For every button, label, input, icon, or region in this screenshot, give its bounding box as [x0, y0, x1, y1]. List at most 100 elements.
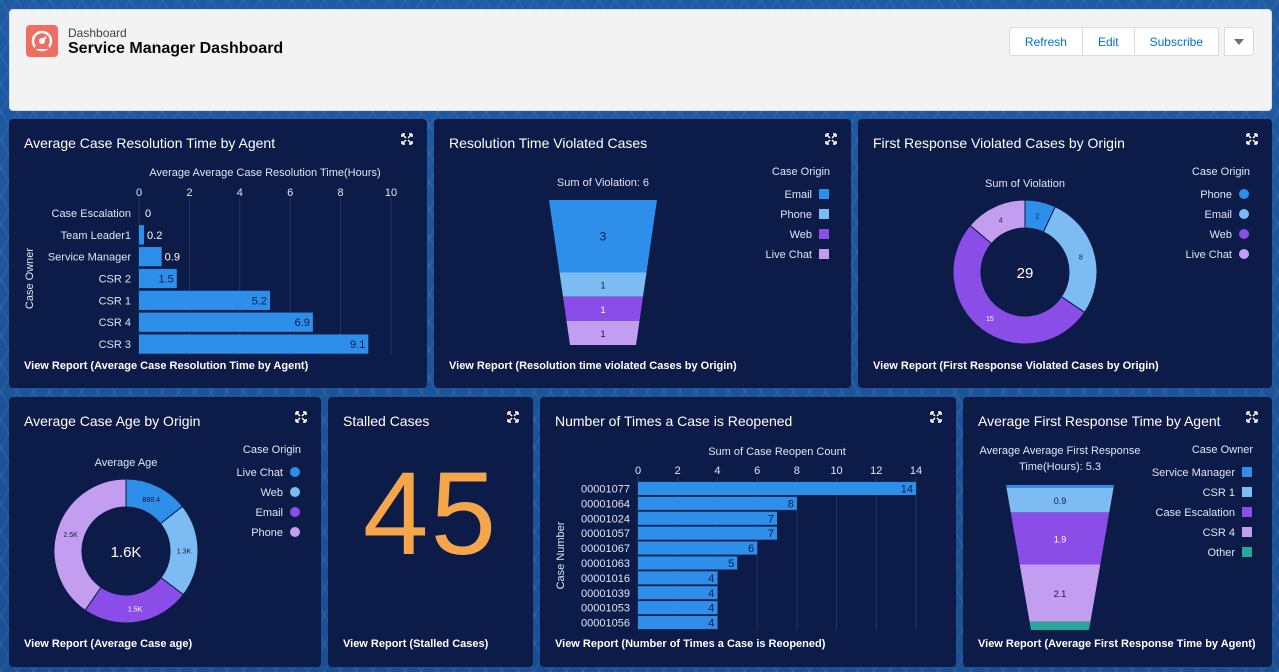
card-first-response-time: Average First Response Time by Agent Ave… [963, 397, 1272, 667]
card-title: Average Case Age by Origin [24, 413, 201, 429]
bar [638, 481, 916, 496]
expand-icon[interactable] [930, 411, 942, 423]
funnel-segment [1006, 485, 1114, 488]
legend-swatch [819, 189, 829, 199]
funnel-segment [1029, 621, 1091, 630]
legend-label: Email [784, 189, 812, 201]
bar [638, 556, 738, 570]
card-case-reopened: Number of Times a Case is Reopened Sum o… [540, 397, 956, 667]
data-label: 5 [728, 558, 734, 570]
subscribe-button[interactable]: Subscribe [1133, 27, 1219, 56]
donut-slice [952, 224, 1086, 345]
data-label: 1.5 [159, 274, 174, 286]
legend-label: Service Manager [1152, 467, 1235, 479]
category-label: 00001039 [581, 588, 630, 600]
view-report-link[interactable]: View Report (Number of Times a Case is R… [555, 638, 826, 650]
view-report-link[interactable]: View Report (Resolution time violated Ca… [449, 360, 737, 372]
donut-center-value: 29 [1017, 265, 1034, 282]
data-label: 1 [600, 305, 605, 315]
view-report-link[interactable]: View Report (Average First Response Time… [978, 638, 1256, 650]
funnel-segment [566, 320, 640, 345]
legend-label: Live Chat [766, 249, 812, 261]
x-tick-label: 12 [870, 465, 882, 477]
x-tick-label: 8 [338, 187, 344, 199]
view-report-link[interactable]: View Report (Stalled Cases) [343, 638, 489, 650]
legend-swatch [1242, 487, 1252, 497]
data-label: 0.9 [165, 252, 180, 264]
legend-label: Live Chat [1186, 249, 1232, 261]
legend-swatch [290, 487, 300, 497]
legend-swatch [1239, 209, 1249, 219]
data-label: 2.1 [1054, 589, 1067, 599]
view-report-link[interactable]: View Report (Average Case Resolution Tim… [24, 360, 309, 372]
view-report-link[interactable]: View Report (Average Case age) [24, 638, 193, 650]
dashboard-header: Dashboard Service Manager Dashboard Refr… [9, 9, 1272, 111]
legend-swatch [819, 249, 829, 259]
expand-icon[interactable] [507, 411, 519, 423]
legend-label: CSR 1 [1203, 487, 1235, 499]
category-label: CSR 2 [99, 274, 131, 286]
legend-label: Web [261, 487, 283, 499]
bar [638, 511, 777, 525]
data-label: 4 [708, 573, 714, 585]
data-label: 5.2 [252, 295, 267, 307]
funnel-segment [1010, 512, 1110, 565]
legend-swatch [290, 527, 300, 537]
card-first-response-violated: First Response Violated Cases by Origin … [858, 119, 1272, 388]
data-label: 4 [708, 603, 714, 615]
legend-title: Case Origin [772, 166, 830, 178]
x-tick-label: 0 [635, 465, 641, 477]
card-title: First Response Violated Cases by Origin [873, 135, 1125, 151]
funnel-segment [559, 272, 647, 297]
category-label: 00001024 [581, 513, 630, 525]
data-label: 1.3K [177, 548, 192, 555]
view-report-link[interactable]: View Report (First Response Violated Cas… [873, 360, 1159, 372]
legend-swatch [1239, 249, 1249, 259]
bar [638, 496, 797, 510]
expand-icon[interactable] [295, 411, 307, 423]
expand-icon[interactable] [1246, 411, 1258, 423]
bar [139, 312, 313, 332]
expand-icon[interactable] [1246, 133, 1258, 145]
legend-label: Phone [251, 527, 283, 539]
x-tick-label: 14 [910, 465, 922, 477]
data-label: 1 [600, 329, 605, 339]
data-label: 6.9 [295, 317, 310, 329]
legend-label: CSR 4 [1203, 527, 1235, 539]
data-label: 9.1 [350, 339, 365, 351]
data-label: 6 [748, 543, 754, 555]
category-label: Team Leader1 [61, 230, 131, 242]
category-label: 00001067 [581, 543, 630, 555]
category-label: 00001063 [581, 558, 630, 570]
chevron-down-icon [1234, 38, 1244, 45]
x-tick-label: 2 [186, 187, 192, 199]
x-tick-label: 6 [287, 187, 293, 199]
bar [139, 268, 177, 289]
bar [638, 586, 718, 600]
legend-label: Other [1207, 547, 1235, 559]
refresh-button[interactable]: Refresh [1008, 27, 1083, 56]
card-title: Resolution Time Violated Cases [449, 135, 648, 151]
chart-title: Average Age [95, 457, 158, 469]
card-resolution-by-agent: Average Case Resolution Time by Agent Av… [9, 119, 427, 388]
data-label: 1.9 [1054, 534, 1067, 544]
edit-button[interactable]: Edit [1081, 27, 1135, 56]
donut-slice [1042, 205, 1098, 314]
legend-swatch [819, 229, 829, 239]
card-title: Stalled Cases [343, 413, 430, 429]
chart-title: Average Average Case Resolution Time(Hou… [149, 167, 380, 179]
bar [638, 601, 718, 615]
more-actions-button[interactable] [1224, 27, 1254, 56]
data-label: 8 [788, 498, 794, 510]
data-label: 7 [768, 528, 774, 540]
category-label: 00001077 [581, 483, 630, 495]
bar [638, 571, 718, 585]
data-label: 1.5K [128, 606, 143, 613]
legend-swatch [1242, 527, 1252, 537]
funnel-segment [1006, 487, 1114, 513]
legend-swatch [1239, 189, 1249, 199]
category-label: 00001053 [581, 603, 630, 615]
expand-icon[interactable] [825, 133, 837, 145]
expand-icon[interactable] [401, 133, 413, 145]
page-title: Service Manager Dashboard [68, 40, 284, 57]
